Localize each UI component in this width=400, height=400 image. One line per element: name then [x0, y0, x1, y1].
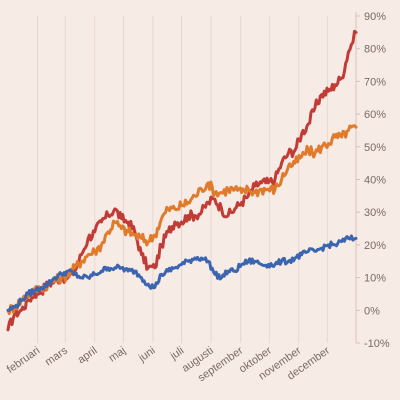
y-tick-labels: -10% 0% 10% 20% 30% 40% 50% 60% 70% 80% 90%	[356, 11, 390, 350]
y-tick-label: 20%	[364, 240, 386, 252]
x-tick-label: mars	[43, 344, 70, 368]
series-line-2	[6, 124, 358, 316]
y-tick-label: 30%	[364, 207, 386, 219]
x-tick-label: april	[76, 345, 100, 367]
y-tick-label: 40%	[364, 175, 386, 187]
x-tick-label: maj	[107, 345, 128, 365]
vertical-gridlines	[37, 16, 328, 343]
y-tick-label: 60%	[364, 109, 386, 121]
y-tick-label: 50%	[364, 142, 386, 154]
y-tick-label: 90%	[364, 11, 386, 23]
y-tick-label: 0%	[364, 305, 380, 317]
series-lines	[6, 29, 358, 332]
x-tick-label: februari	[5, 345, 42, 376]
y-tick-label: 80%	[364, 44, 386, 56]
x-tick-label: juni	[136, 345, 158, 365]
y-tick-label: -10%	[364, 338, 390, 350]
y-tick-label: 10%	[364, 273, 386, 285]
series-line-3	[6, 234, 358, 312]
x-tick-label: juli	[168, 345, 187, 363]
y-tick-label: 70%	[364, 76, 386, 88]
x-tick-labels: februari mars april maj juni juliaugustisepte…	[5, 344, 333, 384]
